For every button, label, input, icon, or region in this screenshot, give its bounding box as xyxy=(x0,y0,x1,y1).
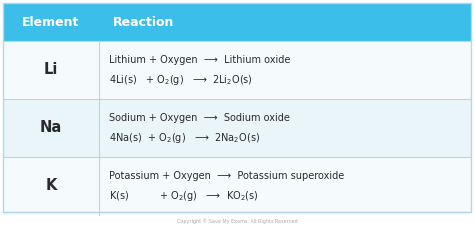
Text: Copyright © Save My Exams. All Rights Reserved: Copyright © Save My Exams. All Rights Re… xyxy=(177,218,297,224)
Text: Potassium + Oxygen  ⟶  Potassium superoxide: Potassium + Oxygen ⟶ Potassium superoxid… xyxy=(109,171,344,180)
Text: K(s)          + O$_2$(g)   ⟶  KO$_2$(s): K(s) + O$_2$(g) ⟶ KO$_2$(s) xyxy=(109,189,259,203)
Text: 4Li(s)   + O$_2$(g)   ⟶  2Li$_2$O(s): 4Li(s) + O$_2$(g) ⟶ 2Li$_2$O(s) xyxy=(109,74,253,87)
Text: K: K xyxy=(46,178,57,194)
Text: Lithium + Oxygen  ⟶  Lithium oxide: Lithium + Oxygen ⟶ Lithium oxide xyxy=(109,55,290,65)
Text: Li: Li xyxy=(44,63,58,77)
Text: Na: Na xyxy=(40,120,62,136)
Bar xyxy=(3,99,471,157)
Text: 4Na(s)  + O$_2$(g)   ⟶  2Na$_2$O(s): 4Na(s) + O$_2$(g) ⟶ 2Na$_2$O(s) xyxy=(109,131,260,145)
Text: Element: Element xyxy=(22,16,80,28)
Bar xyxy=(3,3,471,41)
Text: Sodium + Oxygen  ⟶  Sodium oxide: Sodium + Oxygen ⟶ Sodium oxide xyxy=(109,113,290,123)
Bar xyxy=(3,41,471,99)
Bar xyxy=(3,157,471,215)
Text: Reaction: Reaction xyxy=(113,16,174,28)
